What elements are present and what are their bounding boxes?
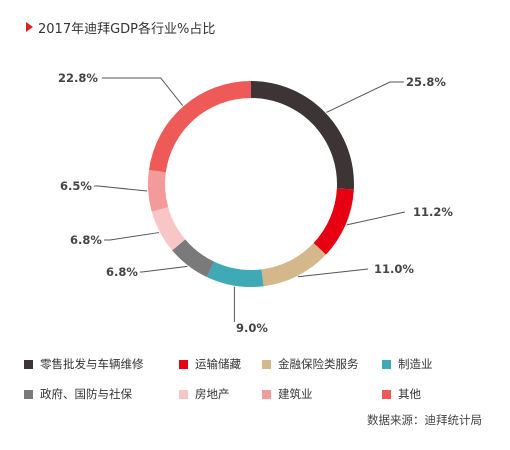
donut-slice — [151, 207, 186, 251]
data-label: 6.8% — [106, 265, 138, 279]
legend-swatch — [262, 359, 271, 369]
legend-label: 制造业 — [398, 357, 433, 371]
leader-line — [141, 265, 188, 273]
leader-line — [326, 81, 398, 113]
legend-label: 房地产 — [195, 387, 230, 401]
legend-swatch — [262, 389, 271, 399]
legend-swatch — [382, 359, 391, 369]
legend-label: 建筑业 — [278, 387, 313, 401]
legend-label: 零售批发与车辆维修 — [40, 357, 144, 371]
donut-chart: 25.8% 11.2% 11.0% 9.0% 6.8% 6.8% 6.5% 22.8% — [58, 71, 453, 335]
legend-swatch — [179, 389, 188, 399]
data-label: 11.2% — [413, 205, 453, 219]
donut-slice — [251, 81, 354, 190]
leader-line — [297, 268, 369, 278]
leader-line — [105, 77, 184, 106]
legend-swatch — [382, 389, 391, 399]
legend-item: 运输储藏 — [179, 356, 241, 372]
data-label: 6.5% — [60, 179, 92, 193]
leader-line — [346, 211, 406, 226]
legend-item: 其他 — [382, 386, 421, 402]
data-label: 6.8% — [70, 233, 102, 247]
legend-label: 政府、国防与社保 — [40, 387, 132, 401]
data-label: 9.0% — [236, 321, 268, 335]
source-note: 数据来源：迪拜统计局 — [367, 413, 482, 427]
legend-item: 制造业 — [382, 356, 433, 372]
legend-label: 金融保险类服务 — [278, 357, 359, 371]
chart-title: 2017年迪拜GDP各行业%占比 — [38, 22, 216, 37]
legend-item: 零售批发与车辆维修 — [24, 356, 144, 372]
data-label: 22.8% — [58, 71, 98, 85]
legend-swatch — [24, 389, 33, 399]
donut-slice — [261, 243, 326, 287]
legend-item: 金融保险类服务 — [262, 356, 359, 372]
legend-label: 其他 — [398, 387, 421, 401]
leader-line — [97, 185, 148, 192]
donut-slice — [206, 261, 264, 287]
donut-slice — [172, 239, 215, 278]
data-label: 25.8% — [406, 75, 446, 89]
legend-item: 房地产 — [179, 386, 230, 402]
donut-slice — [148, 81, 251, 173]
legend-item: 建筑业 — [262, 386, 313, 402]
legend-swatch — [24, 359, 33, 369]
title-marker — [26, 22, 33, 32]
legend-item: 政府、国防与社保 — [24, 386, 132, 402]
donut-slice — [313, 188, 354, 255]
data-label: 11.0% — [374, 262, 414, 276]
leader-line — [109, 232, 160, 241]
legend-label: 运输储藏 — [195, 357, 241, 371]
donut-slice — [148, 169, 169, 212]
legend-swatch — [179, 359, 188, 369]
